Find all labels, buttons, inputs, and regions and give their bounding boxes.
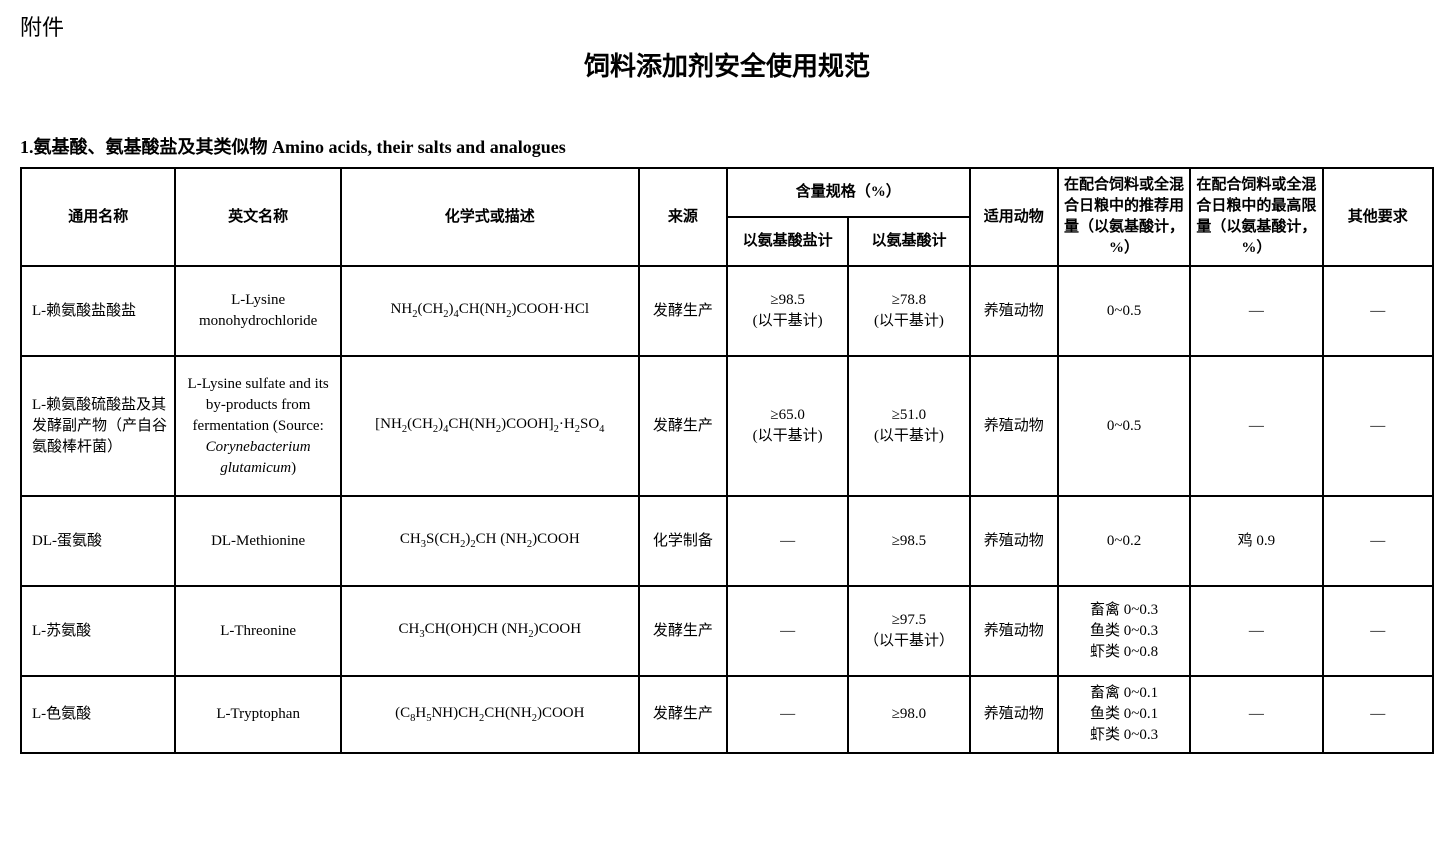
cell-other: — — [1323, 266, 1433, 356]
th-spec-group: 含量规格（%） — [727, 168, 970, 217]
cell-formula: (C8H5NH)CH2CH(NH2)COOH — [341, 676, 639, 753]
th-common-name: 通用名称 — [21, 168, 175, 266]
cell-max: — — [1190, 266, 1322, 356]
cell-spec-salt: ≥98.5(以干基计) — [727, 266, 848, 356]
cell-formula: CH3S(CH2)2CH (NH2)COOH — [341, 496, 639, 586]
table-row: L-赖氨酸盐酸盐L-Lysine monohydrochlorideNH2(CH… — [21, 266, 1433, 356]
cell-source: 发酵生产 — [639, 266, 727, 356]
cell-spec-acid: ≥51.0(以干基计) — [848, 356, 969, 496]
th-animals: 适用动物 — [970, 168, 1058, 266]
table-header: 通用名称 英文名称 化学式或描述 来源 含量规格（%） 适用动物 在配合饲料或全… — [21, 168, 1433, 266]
th-formula: 化学式或描述 — [341, 168, 639, 266]
cell-source: 发酵生产 — [639, 676, 727, 753]
cell-recommended: 畜禽 0~0.1鱼类 0~0.1虾类 0~0.3 — [1058, 676, 1190, 753]
cell-animals: 养殖动物 — [970, 266, 1058, 356]
cell-english-name: L-Lysine sulfate and its by-products fro… — [175, 356, 340, 496]
cell-animals: 养殖动物 — [970, 356, 1058, 496]
cell-spec-acid: ≥97.5（以干基计） — [848, 586, 969, 676]
amino-acids-table: 通用名称 英文名称 化学式或描述 来源 含量规格（%） 适用动物 在配合饲料或全… — [20, 167, 1434, 754]
th-max: 在配合饲料或全混合日粮中的最高限量（以氨基酸计，%） — [1190, 168, 1322, 266]
cell-source: 化学制备 — [639, 496, 727, 586]
cell-spec-salt: — — [727, 676, 848, 753]
cell-recommended: 0~0.5 — [1058, 356, 1190, 496]
cell-recommended: 0~0.5 — [1058, 266, 1190, 356]
cell-spec-salt: — — [727, 496, 848, 586]
cell-other: — — [1323, 676, 1433, 753]
table-body: L-赖氨酸盐酸盐L-Lysine monohydrochlorideNH2(CH… — [21, 266, 1433, 753]
th-other: 其他要求 — [1323, 168, 1433, 266]
th-spec-acid: 以氨基酸计 — [848, 217, 969, 266]
cell-animals: 养殖动物 — [970, 586, 1058, 676]
cell-other: — — [1323, 356, 1433, 496]
attachment-label: 附件 — [20, 10, 1434, 42]
table-row: L-赖氨酸硫酸盐及其发酵副产物（产自谷氨酸棒杆菌）L-Lysine sulfat… — [21, 356, 1433, 496]
table-row: DL-蛋氨酸DL-MethionineCH3S(CH2)2CH (NH2)COO… — [21, 496, 1433, 586]
cell-source: 发酵生产 — [639, 586, 727, 676]
cell-other: — — [1323, 496, 1433, 586]
th-source: 来源 — [639, 168, 727, 266]
cell-max: 鸡 0.9 — [1190, 496, 1322, 586]
cell-english-name: L-Threonine — [175, 586, 340, 676]
cell-english-name: L-Tryptophan — [175, 676, 340, 753]
cell-formula: [NH2(CH2)4CH(NH2)COOH]2·H2SO4 — [341, 356, 639, 496]
cell-max: — — [1190, 586, 1322, 676]
cell-spec-acid: ≥98.0 — [848, 676, 969, 753]
cell-common-name: L-赖氨酸硫酸盐及其发酵副产物（产自谷氨酸棒杆菌） — [21, 356, 175, 496]
cell-spec-salt: — — [727, 586, 848, 676]
cell-recommended: 0~0.2 — [1058, 496, 1190, 586]
th-spec-salt: 以氨基酸盐计 — [727, 217, 848, 266]
cell-max: — — [1190, 676, 1322, 753]
cell-spec-acid: ≥98.5 — [848, 496, 969, 586]
table-row: L-色氨酸L-Tryptophan(C8H5NH)CH2CH(NH2)COOH发… — [21, 676, 1433, 753]
th-english-name: 英文名称 — [175, 168, 340, 266]
cell-formula: NH2(CH2)4CH(NH2)COOH·HCl — [341, 266, 639, 356]
page-title: 饲料添加剂安全使用规范 — [20, 46, 1434, 83]
cell-english-name: DL-Methionine — [175, 496, 340, 586]
cell-common-name: L-色氨酸 — [21, 676, 175, 753]
cell-other: — — [1323, 586, 1433, 676]
section-heading: 1.氨基酸、氨基酸盐及其类似物 Amino acids, their salts… — [20, 133, 1434, 159]
cell-english-name: L-Lysine monohydrochloride — [175, 266, 340, 356]
th-recommended: 在配合饲料或全混合日粮中的推荐用量（以氨基酸计，%） — [1058, 168, 1190, 266]
cell-animals: 养殖动物 — [970, 676, 1058, 753]
cell-common-name: DL-蛋氨酸 — [21, 496, 175, 586]
cell-max: — — [1190, 356, 1322, 496]
cell-spec-acid: ≥78.8(以干基计) — [848, 266, 969, 356]
cell-formula: CH3CH(OH)CH (NH2)COOH — [341, 586, 639, 676]
cell-common-name: L-赖氨酸盐酸盐 — [21, 266, 175, 356]
table-row: L-苏氨酸L-ThreonineCH3CH(OH)CH (NH2)COOH发酵生… — [21, 586, 1433, 676]
cell-common-name: L-苏氨酸 — [21, 586, 175, 676]
cell-source: 发酵生产 — [639, 356, 727, 496]
cell-spec-salt: ≥65.0(以干基计) — [727, 356, 848, 496]
cell-recommended: 畜禽 0~0.3鱼类 0~0.3虾类 0~0.8 — [1058, 586, 1190, 676]
cell-animals: 养殖动物 — [970, 496, 1058, 586]
